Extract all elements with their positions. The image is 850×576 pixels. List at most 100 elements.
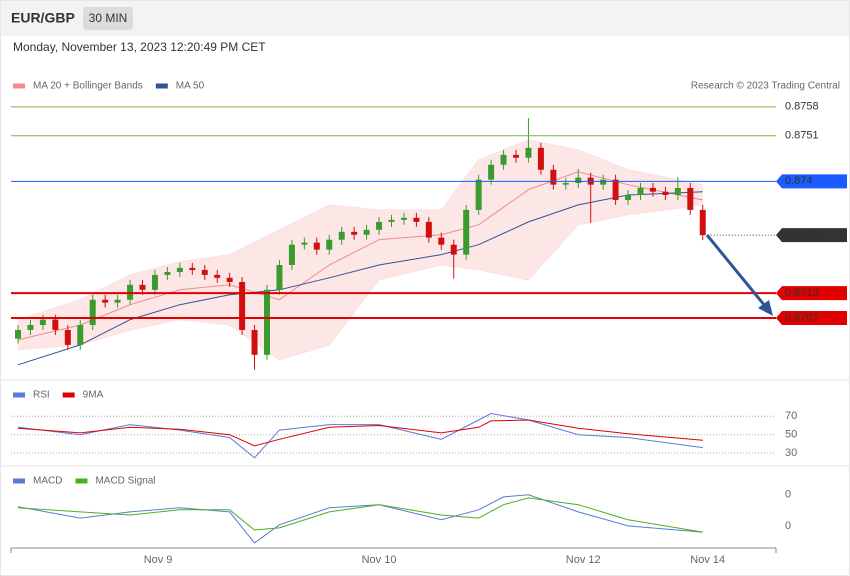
legend-label: 9MA — [83, 390, 104, 401]
level-tag — [776, 310, 847, 325]
candle-body — [189, 267, 196, 270]
legend-label: MACD Signal — [95, 476, 155, 487]
candle-body — [288, 244, 295, 265]
candle-body — [687, 187, 694, 210]
legend-label: MACD — [33, 476, 62, 487]
timeframe[interactable]: 30 MIN — [89, 11, 128, 25]
timeframe-box[interactable] — [83, 7, 133, 30]
series-line — [17, 204, 703, 361]
y-tick-label: 30 — [785, 447, 797, 459]
candle-body — [625, 195, 632, 200]
candle-body — [313, 242, 320, 250]
candle-body — [338, 231, 345, 240]
candle-body — [699, 209, 706, 236]
forecast-arrow — [705, 234, 767, 307]
candle-body — [363, 229, 370, 235]
legend-swatch — [13, 392, 25, 398]
candle-body — [488, 164, 495, 180]
y-tick-label: 50 — [785, 429, 797, 441]
y-tick-label: 0 — [785, 520, 791, 532]
date: Monday, November 13, 2023 12:20:49 PM CE… — [13, 40, 266, 54]
candle-body — [475, 179, 482, 210]
legend-label: MA 50 — [176, 81, 205, 92]
x-tick-label: Nov 10 — [362, 554, 397, 566]
candle-body — [77, 325, 84, 345]
candle-body — [102, 299, 109, 303]
candle-body — [64, 329, 71, 345]
level-label: 0.8751 — [785, 130, 819, 142]
series-line — [17, 419, 703, 447]
level-label: 0.8758 — [785, 101, 819, 113]
legend-label: MA 20 + Bollinger Bands — [33, 81, 143, 92]
candle-body — [39, 319, 46, 326]
candle-body — [537, 147, 544, 170]
symbol: EUR/GBP — [11, 10, 75, 26]
bollinger-band — [18, 139, 703, 360]
candle-body — [301, 242, 308, 245]
candle-body — [52, 319, 59, 330]
candle-body — [151, 274, 158, 290]
candle-body — [89, 299, 96, 326]
candle-body — [649, 187, 656, 192]
series-line — [17, 412, 703, 459]
candle-body — [139, 284, 146, 290]
plots: 0.8758 0.8751 0.874 0.8727 0.8713 0.8707 MA 20… — [11, 81, 847, 566]
level-label: 0.874 — [785, 175, 813, 187]
candle-body — [226, 277, 233, 282]
legend-swatch — [75, 478, 88, 484]
candle-body — [637, 187, 644, 196]
candle-body — [251, 329, 258, 355]
candle-body — [214, 274, 221, 278]
candle-body — [438, 237, 445, 245]
level-label: 0.8727 — [785, 229, 819, 241]
level-tag — [776, 286, 847, 301]
level-tag — [776, 228, 847, 243]
forecast-arrowhead — [758, 300, 773, 316]
header-bar — [0, 0, 850, 36]
candle-body — [612, 179, 619, 200]
candle-body — [201, 269, 208, 275]
candle-body — [513, 154, 519, 158]
x-tick-label: Nov 12 — [566, 554, 601, 566]
candle-body — [600, 179, 607, 185]
series-line — [17, 497, 703, 533]
series-line — [17, 494, 703, 544]
legend-swatch — [62, 392, 75, 398]
candle-body — [413, 217, 420, 222]
candle-body — [463, 209, 470, 255]
y-tick-label: 0 — [785, 489, 791, 501]
x-tick-label: Nov 14 — [690, 554, 725, 566]
candle-body — [388, 219, 395, 222]
candle-body — [525, 147, 532, 158]
candle-body — [27, 325, 34, 330]
candle-body — [276, 264, 283, 290]
series-line — [17, 139, 703, 321]
candle-body — [550, 169, 557, 185]
level-label: 0.8713 — [785, 287, 819, 299]
candle-body — [164, 272, 171, 275]
candle-body — [500, 154, 507, 165]
candle-body — [674, 187, 681, 196]
credit: Research © 2023 Trading Central — [691, 81, 840, 92]
series-line — [17, 171, 703, 341]
legend-swatch — [155, 83, 168, 89]
candle-body — [239, 281, 246, 330]
candle-body — [15, 329, 21, 339]
legend-swatch — [13, 478, 25, 484]
candle-body — [400, 217, 407, 220]
candle-body — [662, 191, 669, 196]
legend-label: RSI — [33, 390, 50, 401]
candle-body — [326, 239, 333, 250]
candle-body — [176, 267, 183, 273]
level-label: 0.8707 — [785, 312, 819, 324]
candle-body — [376, 221, 383, 230]
candle-body — [575, 177, 582, 183]
candle-body — [562, 182, 569, 185]
legend-swatch — [13, 83, 25, 89]
level-tag — [776, 174, 847, 189]
candle-body — [114, 299, 121, 303]
candle-body — [264, 289, 270, 355]
y-tick-label: 70 — [785, 410, 797, 422]
x-tick-label: Nov 9 — [144, 554, 173, 566]
